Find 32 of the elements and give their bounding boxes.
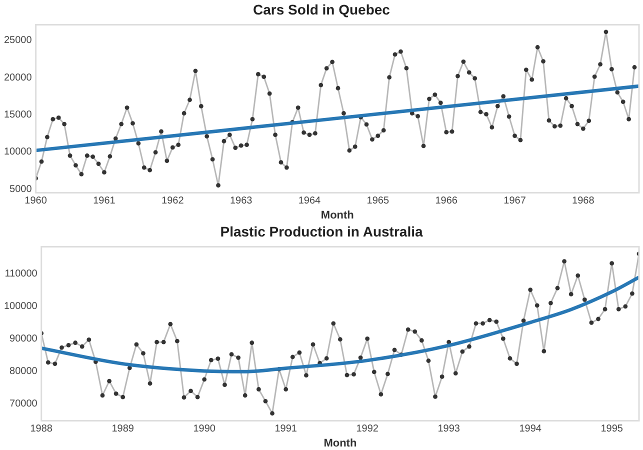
x-tick-label: 1993 [438, 424, 460, 435]
y-tick-label: 5000 [10, 184, 32, 195]
y-tick-label: 10000 [4, 146, 32, 158]
x-tick-label: 1989 [112, 424, 134, 435]
x-tick-label: 1994 [519, 424, 542, 435]
x-axis-title: Month [324, 437, 357, 450]
chart-title: Cars Sold in Quebec [253, 1, 390, 18]
x-tick-label: 1960 [24, 196, 48, 207]
y-tick-label: 20000 [4, 72, 32, 84]
chart-title: Plastic Production in Australia [220, 223, 423, 240]
x-tick-label: 1990 [193, 424, 216, 435]
x-tick-label: 1967 [504, 196, 526, 207]
x-tick-label: 1961 [93, 196, 116, 207]
y-tick-label: 25000 [4, 35, 32, 46]
x-tick-label: 1968 [572, 196, 595, 207]
line-series [41, 276, 639, 374]
y-tick-label: 100000 [4, 300, 38, 312]
x-tick-label: 1964 [298, 196, 322, 207]
y-tick-label: 70000 [10, 398, 38, 410]
y-tick-label: 90000 [10, 333, 38, 344]
x-axis-title: Month [320, 209, 354, 222]
x-tick-label: 1988 [30, 424, 53, 435]
x-tick-label: 1965 [366, 196, 390, 207]
y-tick-label: 15000 [4, 109, 32, 120]
y-tick-label: 110000 [4, 268, 38, 280]
x-tick-label: 1966 [435, 196, 458, 207]
x-tick-label: 1995 [600, 424, 624, 435]
x-tick-label: 1962 [162, 196, 184, 207]
y-tick-label: 80000 [10, 366, 38, 378]
x-tick-label: 1963 [230, 196, 253, 207]
x-tick-label: 1991 [274, 424, 298, 435]
x-tick-label: 1992 [356, 424, 379, 435]
